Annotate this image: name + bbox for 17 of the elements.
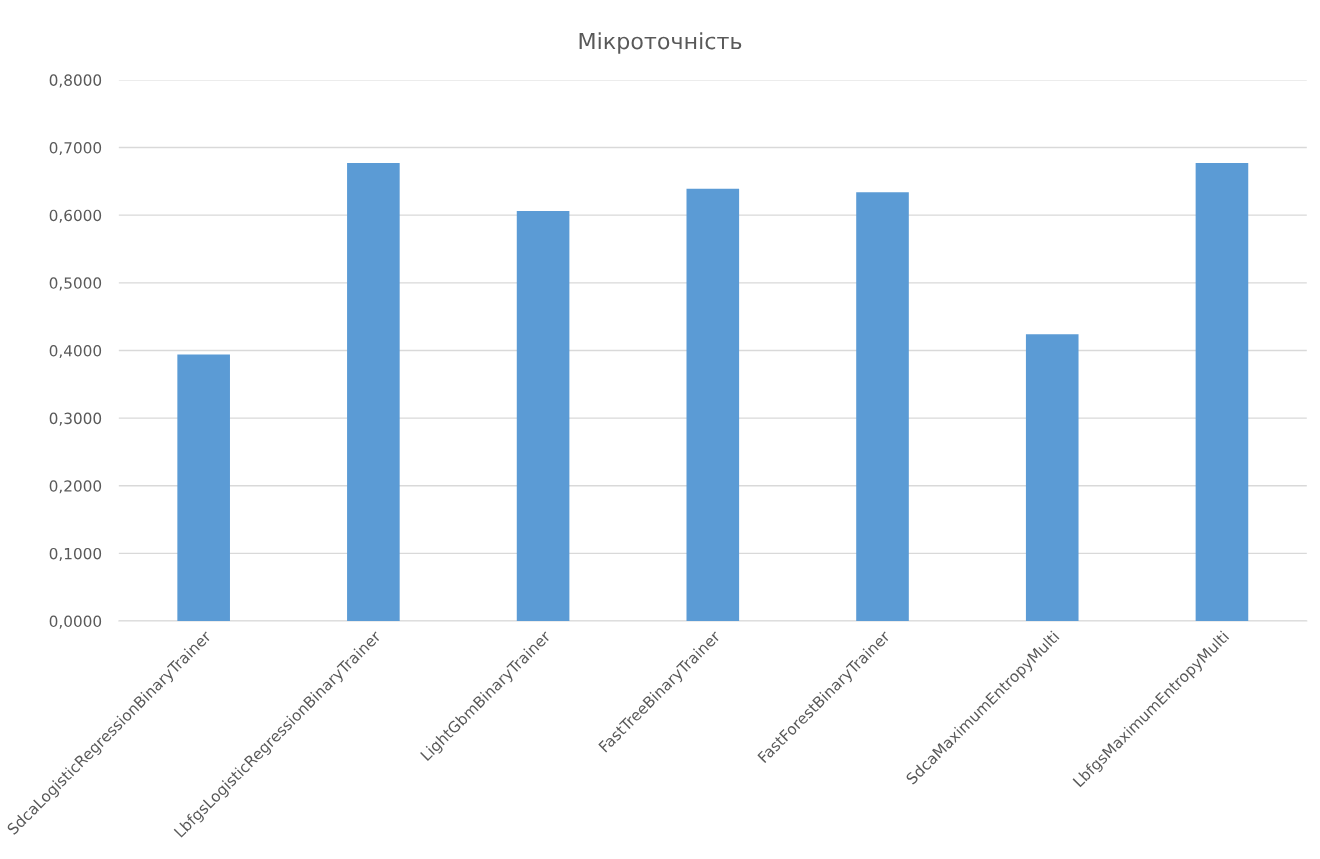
y-tick-label: 0,1000 — [49, 547, 102, 561]
y-tick-label: 0,7000 — [49, 142, 102, 156]
bar — [1025, 334, 1079, 622]
y-tick-label: 0,0000 — [49, 615, 102, 629]
y-tick-label: 0,4000 — [49, 344, 102, 359]
bar — [516, 211, 570, 622]
bar — [347, 163, 400, 622]
y-tick-label: 0,5000 — [49, 277, 102, 291]
bar — [1195, 163, 1249, 622]
bar — [686, 188, 740, 622]
y-tick-label: 0,2000 — [49, 480, 102, 494]
y-tick-label: 0,8000 — [49, 74, 102, 88]
bar — [856, 192, 909, 622]
y-tick-label: 0,3000 — [49, 412, 102, 426]
y-tick-label: 0,6000 — [49, 209, 102, 223]
chart-title: Мікроточність — [579, 32, 742, 54]
bar — [177, 354, 230, 622]
